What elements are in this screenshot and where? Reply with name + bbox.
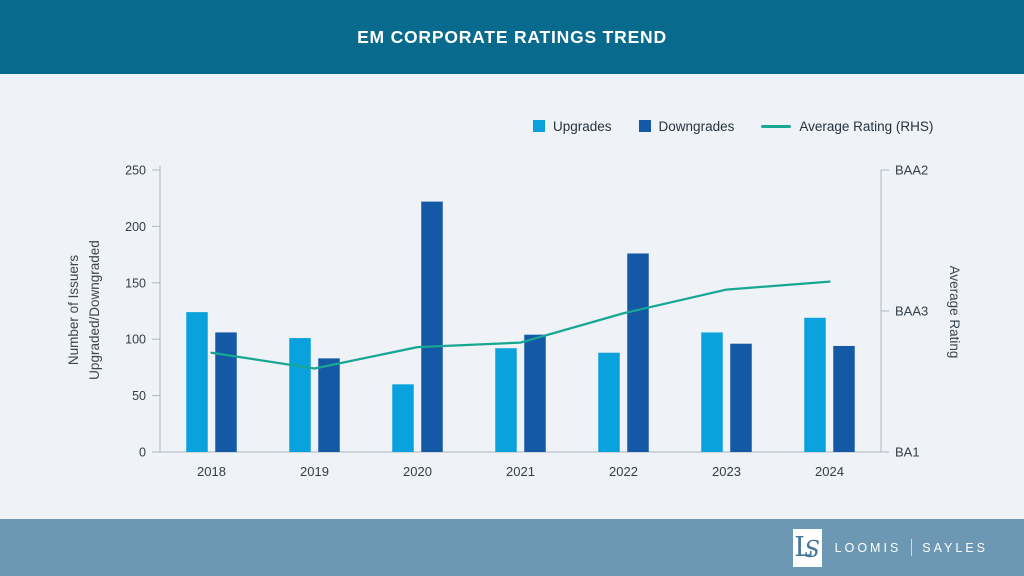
left-axis-tick-label-150: 150 [125,276,146,290]
chart-area: 0 50 100 150 200 250 BA1 BAA3 BAA2 2018 2019 2020 20… [0,140,1024,508]
bar-upgrades-2018 [186,312,208,452]
bar-downgrades-2023 [730,343,752,452]
x-axis-label-2018: 2018 [197,464,226,479]
right-axis-title: Average Rating [947,265,962,359]
bar-downgrades-2021 [524,334,546,452]
left-axis-title: Number of Issuers Upgraded/Downgraded [64,160,108,460]
monogram-letter-s: S [804,537,820,563]
bar-upgrades-2021 [495,348,517,452]
brand-name-sayles: SAYLES [922,540,988,555]
legend-label-upgrades: Upgrades [553,118,612,134]
right-axis-tick-label-BA1: BA1 [895,445,920,460]
legend-item-average-rating: Average Rating (RHS) [761,119,933,134]
bar-downgrades-2024 [833,345,855,452]
x-axis-label-2024: 2024 [815,464,844,479]
legend-marker-upgrades-swatch-icon [533,120,545,132]
bar-upgrades-2024 [804,317,826,452]
bar-downgrades-2020 [421,201,443,452]
x-axis-label-2023: 2023 [712,464,741,479]
bar-upgrades-2019 [289,338,311,452]
x-axis-label-2022: 2022 [609,464,638,479]
average-rating-line [210,280,831,370]
x-axis-label-2020: 2020 [403,464,432,479]
x-axis-label-2021: 2021 [506,464,535,479]
left-axis-tick-label-0: 0 [139,446,146,460]
legend-item-downgrades: Downgrades [638,118,735,134]
left-axis-tick-label-100: 100 [125,333,146,347]
page-title: EM CORPORATE RATINGS TREND [357,26,667,47]
legend-label-downgrades: Downgrades [658,118,735,134]
ratings-chart: 0 50 100 150 200 250 BA1 BAA3 BAA2 2018 2019 2020 20… [125,163,928,480]
legend-marker-average-rating-line-icon [761,124,792,128]
right-axis-tick-label-BAA3: BAA3 [895,304,928,319]
header-bar: EM CORPORATE RATINGS TREND [0,0,1024,74]
x-axis-label-2019: 2019 [300,464,329,479]
legend-item-upgrades: Upgrades [533,119,612,134]
right-axis-tick-label-BAA2: BAA2 [895,163,928,178]
chart-legend: Upgrades Downgrades Average Rating (RHS) [533,116,933,136]
bar-downgrades-2019 [318,358,340,452]
brand-divider [911,539,913,556]
bar-downgrades-2022 [627,253,649,452]
brand-name-loomis: LOOMIS [834,540,902,555]
bar-upgrades-2022 [598,352,620,452]
legend-label-average-rating: Average Rating (RHS) [799,118,934,134]
left-axis-title-line2: Upgraded/Downgraded [86,240,102,380]
loomis-sayles-monogram-icon: L S [792,528,822,567]
left-axis-title-line1: Number of Issuers [66,254,81,366]
left-axis-tick-label-50: 50 [132,389,146,403]
monogram-letter-l: L [794,532,813,563]
brand-logo: L S LOOMIS SAYLES [792,528,988,567]
brand-wordmark: LOOMIS SAYLES [835,539,988,556]
footer-band: L S LOOMIS SAYLES [0,519,1024,576]
bar-downgrades-2018 [215,332,237,452]
bar-upgrades-2020 [392,384,414,452]
legend-marker-downgrades-swatch-icon [638,120,651,132]
bar-upgrades-2023 [701,332,723,452]
left-axis-tick-label-250: 250 [125,164,146,178]
left-axis-tick-label-200: 200 [125,220,146,234]
